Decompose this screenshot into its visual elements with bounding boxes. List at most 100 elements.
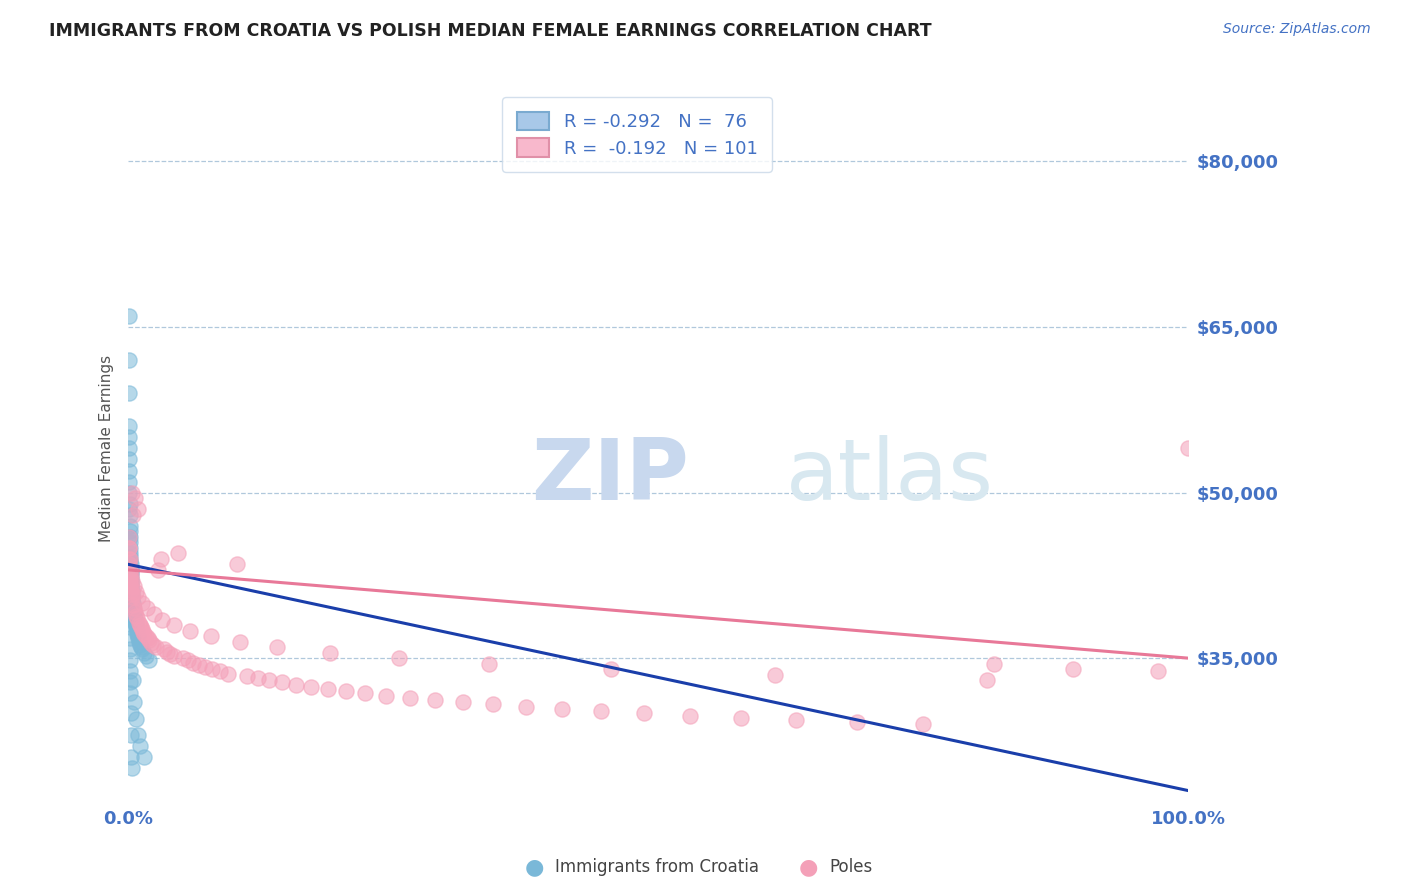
Point — [299, 680, 322, 694]
Point — [845, 715, 868, 730]
Point — [124, 585, 146, 599]
Point — [246, 671, 269, 685]
Point — [188, 657, 211, 672]
Point — [127, 632, 149, 646]
Point — [120, 579, 142, 593]
Point — [118, 642, 141, 657]
Point — [132, 624, 155, 639]
Text: ●: ● — [799, 857, 818, 877]
Point — [120, 750, 142, 764]
Point — [122, 695, 145, 709]
Point — [131, 596, 153, 610]
Point — [120, 675, 142, 690]
Point — [179, 624, 201, 638]
Point — [266, 640, 288, 654]
Point — [1062, 662, 1084, 676]
Point — [125, 611, 148, 625]
Point — [259, 673, 281, 688]
Point — [118, 309, 141, 323]
Point — [201, 662, 224, 676]
Point — [120, 686, 142, 700]
Point — [478, 657, 501, 671]
Point — [125, 624, 148, 638]
Point — [129, 638, 152, 652]
Point — [208, 665, 231, 679]
Point — [679, 708, 702, 723]
Point — [121, 582, 143, 597]
Point — [142, 638, 165, 652]
Point — [121, 574, 143, 588]
Point — [118, 568, 141, 582]
Point — [120, 565, 142, 579]
Point — [118, 551, 141, 566]
Point — [127, 502, 149, 516]
Point — [129, 739, 152, 754]
Point — [121, 591, 143, 605]
Point — [120, 665, 142, 679]
Point — [118, 502, 141, 516]
Point — [118, 653, 141, 667]
Point — [118, 607, 141, 621]
Text: IMMIGRANTS FROM CROATIA VS POLISH MEDIAN FEMALE EARNINGS CORRELATION CHART: IMMIGRANTS FROM CROATIA VS POLISH MEDIAN… — [49, 22, 932, 40]
Point — [120, 574, 142, 588]
Point — [121, 596, 143, 610]
Point — [129, 640, 152, 654]
Point — [134, 646, 156, 660]
Point — [118, 419, 141, 434]
Point — [156, 644, 179, 658]
Point — [135, 629, 157, 643]
Point — [127, 629, 149, 643]
Point — [159, 647, 181, 661]
Point — [118, 620, 141, 634]
Point — [121, 485, 143, 500]
Point — [121, 673, 143, 688]
Point — [120, 574, 142, 588]
Point — [983, 657, 1005, 671]
Point — [142, 607, 165, 621]
Point — [122, 601, 145, 615]
Legend: R = -0.292   N =  76, R =  -0.192   N = 101: R = -0.292 N = 76, R = -0.192 N = 101 — [502, 97, 772, 172]
Point — [135, 601, 157, 615]
Point — [141, 635, 163, 649]
Point — [226, 558, 249, 572]
Point — [120, 568, 142, 582]
Point — [118, 558, 141, 572]
Point — [120, 541, 142, 555]
Point — [451, 695, 474, 709]
Point — [128, 634, 150, 648]
Point — [134, 627, 156, 641]
Point — [145, 640, 167, 654]
Point — [118, 386, 141, 401]
Point — [129, 620, 152, 634]
Point — [375, 689, 398, 703]
Point — [730, 711, 752, 725]
Point — [146, 563, 169, 577]
Point — [120, 568, 142, 582]
Point — [1177, 442, 1199, 456]
Point — [124, 618, 146, 632]
Point — [122, 598, 145, 612]
Point — [120, 585, 142, 599]
Point — [354, 686, 377, 700]
Point — [128, 618, 150, 632]
Point — [120, 558, 142, 572]
Point — [124, 605, 146, 619]
Point — [121, 593, 143, 607]
Point — [120, 579, 142, 593]
Point — [200, 629, 222, 643]
Point — [134, 750, 156, 764]
Point — [423, 693, 446, 707]
Point — [124, 613, 146, 627]
Point — [118, 574, 141, 588]
Text: ZIP: ZIP — [531, 435, 689, 518]
Point — [122, 579, 145, 593]
Point — [118, 530, 141, 544]
Point — [128, 615, 150, 630]
Point — [120, 576, 142, 591]
Point — [122, 598, 145, 612]
Point — [118, 535, 141, 549]
Point — [118, 591, 141, 605]
Point — [194, 660, 217, 674]
Point — [118, 518, 141, 533]
Point — [125, 620, 148, 634]
